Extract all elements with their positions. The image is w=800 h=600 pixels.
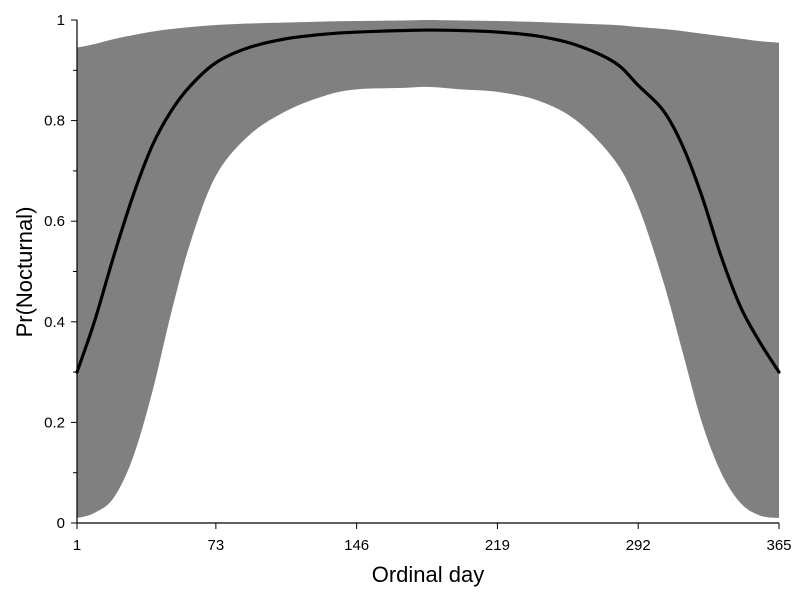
y-tick-label: 1: [57, 12, 65, 29]
x-tick-label: 146: [344, 537, 369, 554]
mean-probability-line: [75, 28, 781, 374]
y-axis-title: Pr(Nocturnal): [12, 207, 37, 338]
x-tick-label: 292: [626, 537, 651, 554]
mean-line-layer: [75, 28, 781, 374]
x-tick-label: 73: [208, 537, 225, 554]
y-tick-label: 0.8: [44, 113, 65, 130]
x-tick-label: 1: [73, 537, 81, 554]
x-tick-label: 365: [766, 537, 791, 554]
x-tick-label: 219: [485, 537, 510, 554]
confidence-band-area: [77, 20, 779, 518]
axes: 0 0.2 0.4 0.6 0.8 1 1 73 146 219 292 365: [44, 12, 791, 554]
x-axis-title: Ordinal day: [372, 562, 485, 587]
confidence-band: [77, 20, 779, 518]
y-tick-label: 0: [57, 515, 65, 532]
y-tick-label: 0.4: [44, 314, 65, 331]
y-tick-label: 0.2: [44, 414, 65, 431]
y-tick-label: 0.6: [44, 213, 65, 230]
